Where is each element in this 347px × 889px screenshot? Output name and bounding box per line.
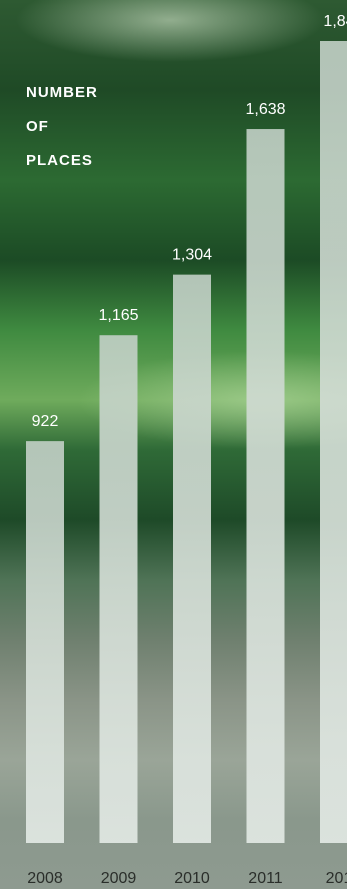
bar-2012 [320, 41, 347, 843]
chart-title-line-1: NUMBER [26, 84, 98, 101]
chart-title-line-3: PLACES [26, 152, 93, 169]
x-tick-label-2011: 2011 [248, 870, 283, 887]
x-tick-label-2009: 2009 [101, 870, 137, 887]
bar-2008 [26, 441, 64, 843]
x-tick-label-2012: 201 [326, 870, 347, 887]
chart-title-line-2: OF [26, 118, 49, 135]
bars-group [26, 41, 347, 843]
chart-title: NUMBER OF PLACES [26, 84, 98, 169]
value-label-2012: 1,84 [323, 13, 347, 30]
x-tick-label-2010: 2010 [174, 870, 210, 887]
value-label-2009: 1,165 [98, 307, 138, 324]
value-label-2010: 1,304 [172, 247, 212, 264]
x-axis-tick-labels: 2008 2009 2010 2011 201 [27, 870, 347, 887]
bar-2010 [173, 274, 211, 843]
value-label-2008: 922 [32, 413, 59, 430]
x-tick-label-2008: 2008 [27, 870, 63, 887]
value-labels-group: 922 1,165 1,304 1,638 1,84 [32, 13, 347, 430]
value-label-2011: 1,638 [245, 101, 285, 118]
bar-2009 [99, 335, 138, 843]
bar-2011 [246, 129, 285, 843]
